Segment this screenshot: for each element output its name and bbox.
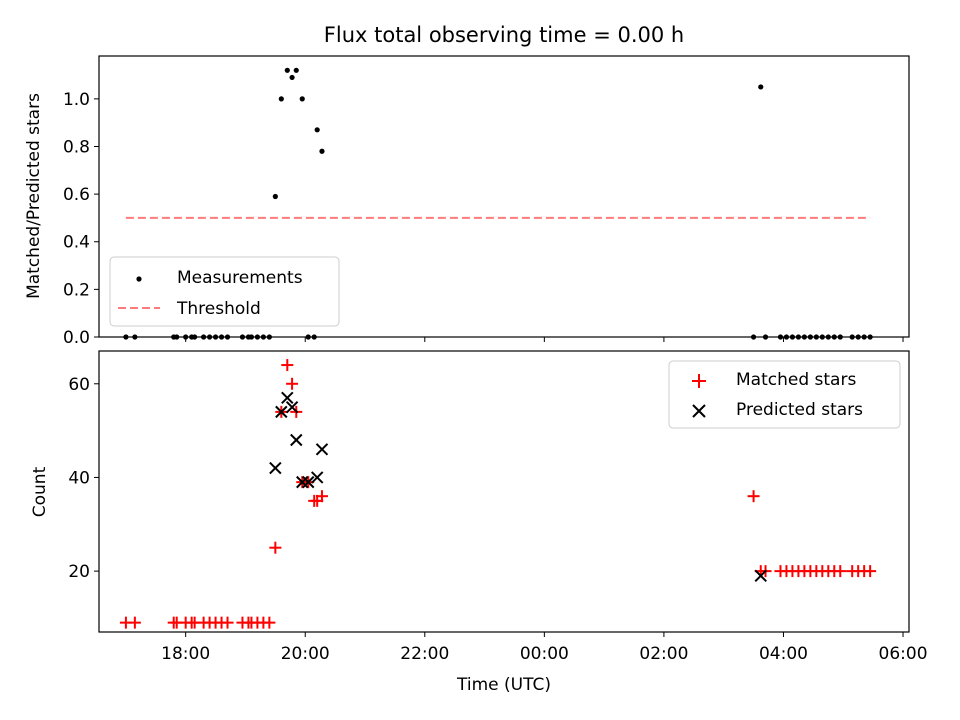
legend-measurements-marker <box>136 276 142 282</box>
predicted-stars-point <box>310 471 324 484</box>
measurements-point <box>758 84 764 90</box>
bottom-x-tick-label: 06:00 <box>879 644 928 664</box>
bottom-y-tick-label: 40 <box>68 468 90 488</box>
bottom-x-tick-label: 04:00 <box>759 644 808 664</box>
bottom-legend-box <box>668 360 901 429</box>
top-y-tick-label: 0.6 <box>63 185 90 205</box>
predicted-stars-point <box>754 569 767 583</box>
predicted-stars-point <box>275 405 288 419</box>
matched-stars-point <box>221 616 234 629</box>
top-legend-box <box>109 256 340 327</box>
matched-stars-point <box>286 377 299 390</box>
bottom-legend: Matched stars Predicted stars <box>668 360 901 429</box>
legend-matched-marker <box>692 374 706 388</box>
matched-stars-point <box>281 359 294 372</box>
measurements-point <box>289 74 295 81</box>
matched-stars-point <box>128 616 141 629</box>
top-legend: Measurements Threshold <box>109 256 340 327</box>
measurements-point <box>319 148 325 154</box>
matched-stars-point <box>315 490 328 503</box>
matched-stars-point <box>834 565 847 578</box>
top-axis-ticks: 0.0 0.2 0.4 0.6 0.8 1.0 <box>63 90 904 348</box>
top-y-axis-label: Matched/Predicted stars <box>24 93 44 299</box>
top-panel: Flux total observing time = 0.00 h Match… <box>24 23 910 348</box>
matched-stars-point <box>864 565 877 578</box>
bottom-plot-frame <box>98 350 910 633</box>
chart-title: Flux total observing time = 0.00 h <box>324 23 684 47</box>
top-plot-frame <box>98 55 910 338</box>
predicted-stars-point <box>281 391 294 405</box>
top-y-tick-label: 0.2 <box>63 280 90 300</box>
matched-stars-point <box>269 541 282 554</box>
x-axis-label: Time (UTC) <box>456 675 551 695</box>
top-y-tick-label: 0.4 <box>63 233 90 253</box>
matched-stars-point <box>747 490 760 503</box>
bottom-panel: Count Time (UTC) 20 40 60 18:00 20:00 22:00 00… <box>30 350 928 695</box>
legend-predicted-label: Predicted stars <box>736 400 863 420</box>
bottom-y-tick-label: 60 <box>68 375 90 395</box>
measurements-point <box>278 96 284 102</box>
measurements-point <box>314 127 320 133</box>
bottom-plot-marks <box>119 359 877 629</box>
top-y-tick-label: 1.0 <box>63 90 90 110</box>
measurements-point <box>284 67 290 73</box>
measurements-point <box>272 193 278 200</box>
bottom-x-tick-label: 02:00 <box>639 644 688 664</box>
legend-measurements-label: Measurements <box>177 268 303 288</box>
top-y-tick-label: 0.0 <box>63 328 90 348</box>
measurements-point <box>299 96 305 102</box>
bottom-x-tick-label: 18:00 <box>161 644 210 664</box>
predicted-stars-point <box>290 433 303 447</box>
bottom-y-tick-label: 20 <box>68 562 90 582</box>
predicted-stars-point <box>269 461 282 475</box>
predicted-stars-point <box>285 400 299 414</box>
matched-stars-point <box>263 616 276 629</box>
predicted-stars-point <box>315 443 329 456</box>
legend-predicted-marker <box>692 404 706 418</box>
bottom-x-tick-label: 22:00 <box>400 644 449 664</box>
legend-threshold-label: Threshold <box>176 299 261 319</box>
bottom-x-tick-label: 00:00 <box>520 644 569 664</box>
predicted-stars-point <box>302 475 315 489</box>
legend-matched-label: Matched stars <box>736 370 856 390</box>
bottom-y-axis-label: Count <box>30 466 50 517</box>
bottom-axis-ticks: 20 40 60 18:00 20:00 22:00 00:00 02:00 04:00 06:0… <box>68 375 927 664</box>
bottom-x-tick-label: 20:00 <box>281 644 330 664</box>
top-y-tick-label: 0.8 <box>63 137 90 157</box>
measurements-point <box>293 67 299 73</box>
